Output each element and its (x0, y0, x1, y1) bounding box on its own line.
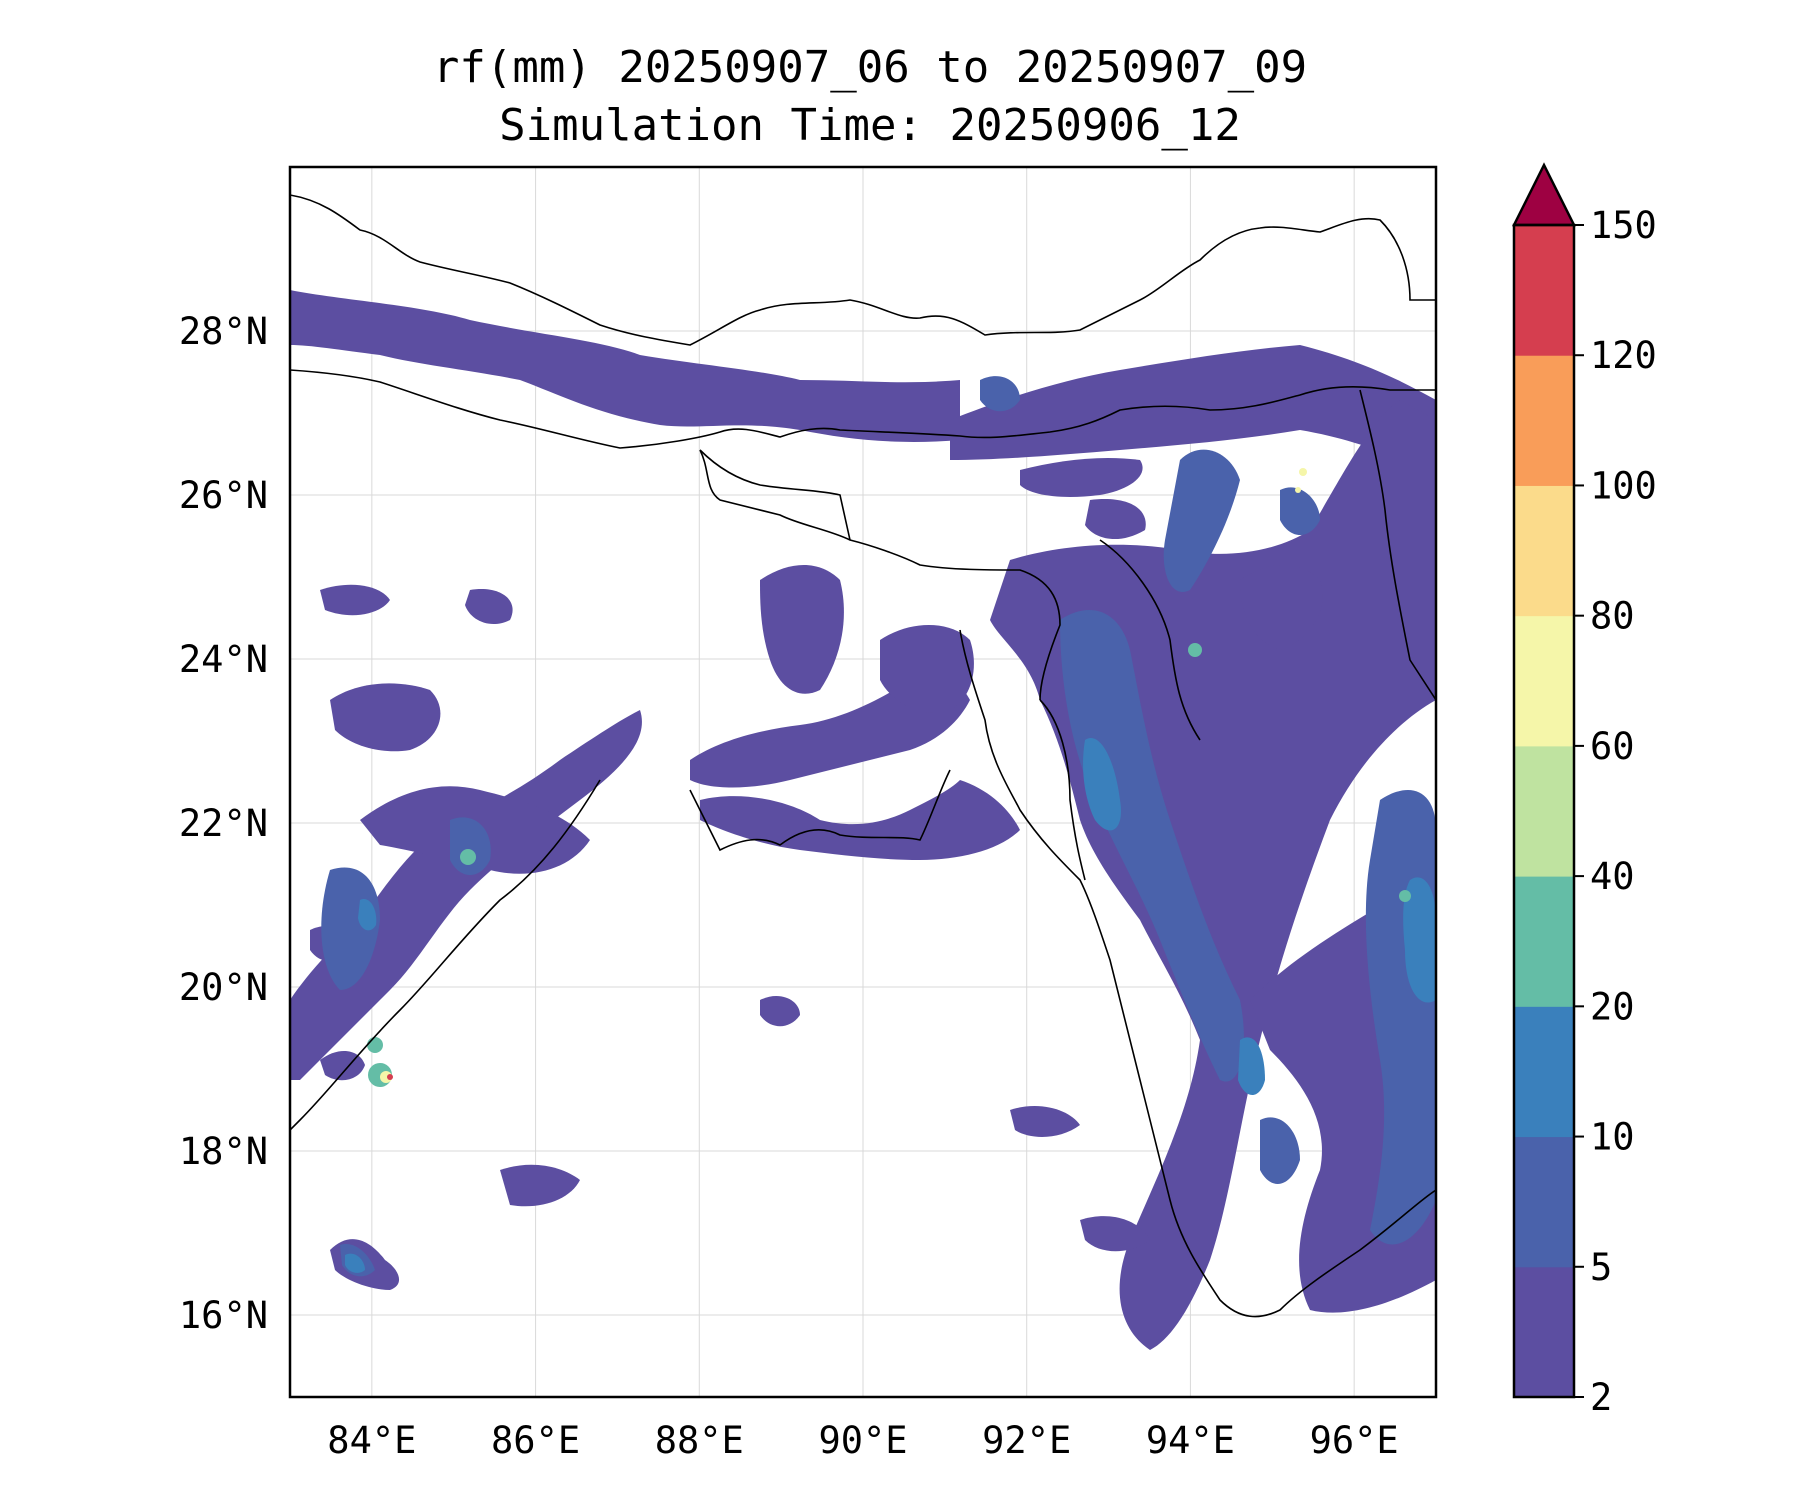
lat-tick-label: 24°N (179, 638, 268, 681)
colorbar-tick-label: 2 (1590, 1376, 1612, 1419)
colorbar-swatch (1514, 1006, 1574, 1138)
colorbar-swatch (1514, 745, 1574, 877)
lon-tick-label: 96°E (1310, 1419, 1399, 1462)
country-boundaries (290, 194, 1436, 1318)
colorbar-tick-label: 5 (1590, 1246, 1612, 1289)
colorbar-swatches (1514, 225, 1574, 1398)
lon-tick-label: 88°E (655, 1419, 744, 1462)
colorbar-swatch (1514, 225, 1574, 356)
colorbar-tick-label: 20 (1590, 985, 1635, 1028)
colorbar-tick-label: 80 (1590, 595, 1635, 638)
lat-tick-label: 22°N (179, 802, 268, 845)
lat-tick-label: 20°N (179, 966, 268, 1009)
lat-tick-label: 26°N (179, 474, 268, 517)
colorbar: 2 5 10 20 40 60 80 100 120 150 (1511, 162, 1657, 1419)
colorbar-swatch (1514, 615, 1574, 747)
map-title: rf(mm) 20250907_06 to 20250907_09 (432, 42, 1308, 93)
map-frame (288, 165, 1438, 1399)
rainfall-hotspots (380, 468, 1307, 1083)
rainfall-field-10-20mm (345, 738, 1436, 1273)
lat-tick-label: 18°N (179, 1130, 268, 1173)
colorbar-extend-arrow (1511, 162, 1577, 227)
longitude-ticks: 84°E 86°E 88°E 90°E 92°E 94°E 96°E (327, 1419, 1398, 1462)
colorbar-tick-label: 150 (1590, 204, 1657, 247)
colorbar-frame (1512, 223, 1576, 1399)
lon-tick-label: 90°E (818, 1419, 907, 1462)
colorbar-swatch (1514, 1266, 1574, 1398)
map-panel: 84°E 86°E 88°E 90°E 92°E 94°E 96°E 16°N 18°N 20°… (179, 165, 1438, 1462)
colorbar-swatch (1514, 1136, 1574, 1268)
colorbar-tick-label: 40 (1590, 855, 1635, 898)
lat-tick-label: 16°N (179, 1294, 268, 1337)
colorbar-swatch (1514, 485, 1574, 617)
colorbar-swatch (1514, 876, 1574, 1007)
map-subtitle: Simulation Time: 20250906_12 (499, 100, 1241, 151)
colorbar-ticks: 2 5 10 20 40 60 80 100 120 150 (1574, 204, 1657, 1419)
latitude-ticks: 16°N 18°N 20°N 22°N 24°N 26°N 28°N (179, 310, 268, 1337)
lon-tick-label: 84°E (327, 1419, 416, 1462)
colorbar-tick-label: 100 (1590, 464, 1657, 507)
colorbar-swatch (1514, 355, 1574, 486)
colorbar-tick-label: 60 (1590, 725, 1635, 768)
lon-tick-label: 86°E (491, 1419, 580, 1462)
lon-tick-label: 94°E (1146, 1419, 1235, 1462)
colorbar-tick-label: 10 (1590, 1116, 1635, 1159)
colorbar-tick-label: 120 (1590, 334, 1657, 377)
lon-tick-label: 92°E (982, 1419, 1071, 1462)
lat-tick-label: 28°N (179, 310, 268, 353)
